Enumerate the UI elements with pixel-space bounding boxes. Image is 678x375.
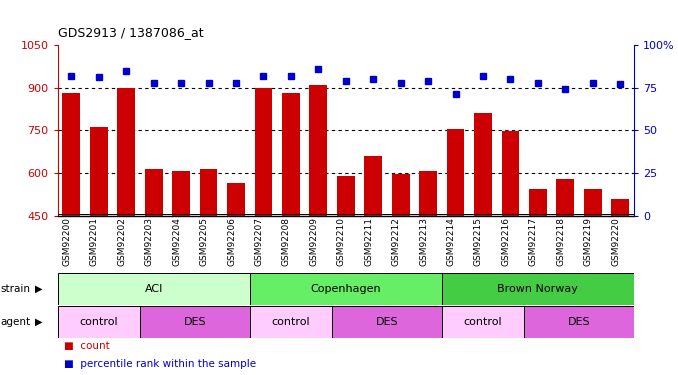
Text: GSM92216: GSM92216 [502,217,511,266]
Text: strain: strain [1,284,31,294]
Text: GSM92200: GSM92200 [62,217,71,266]
Text: GSM92215: GSM92215 [474,217,483,266]
Bar [250,306,332,338]
Text: GSM92203: GSM92203 [144,217,154,266]
Bar [140,306,250,338]
Bar [282,93,300,216]
Bar [612,199,629,216]
Text: GSM92207: GSM92207 [254,217,264,266]
Bar [58,273,250,304]
Text: GSM92217: GSM92217 [529,217,538,266]
Text: GSM92212: GSM92212 [392,217,401,266]
Bar [529,189,546,216]
Bar [172,171,190,216]
Bar [337,176,355,216]
Bar [392,174,410,216]
Text: GSM92205: GSM92205 [199,217,209,266]
Text: GSM92204: GSM92204 [172,217,181,266]
Text: control: control [464,316,502,327]
Text: GSM92206: GSM92206 [227,217,236,266]
Text: GSM92219: GSM92219 [584,217,593,266]
Bar [442,306,524,338]
Text: GSM92209: GSM92209 [309,217,319,266]
Text: GSM92220: GSM92220 [611,217,620,266]
Text: GSM92210: GSM92210 [337,217,346,266]
Text: GSM92201: GSM92201 [89,217,99,266]
Bar [332,306,442,338]
Bar [62,93,80,216]
Bar [309,85,327,216]
Bar [474,112,492,216]
Bar [447,129,464,216]
Bar [419,171,437,216]
Bar [145,169,163,216]
Text: ■  count: ■ count [64,340,110,351]
Text: DES: DES [567,316,591,327]
Bar [584,189,601,216]
Text: GDS2913 / 1387086_at: GDS2913 / 1387086_at [58,26,203,39]
Text: GSM92211: GSM92211 [364,217,373,266]
Bar [254,88,273,216]
Text: agent: agent [1,316,31,327]
Bar [557,178,574,216]
Text: GSM92218: GSM92218 [557,217,565,266]
Bar [524,306,634,338]
Text: ▶: ▶ [35,316,43,327]
Bar [199,169,218,216]
Text: control: control [79,316,118,327]
Text: GSM92213: GSM92213 [419,217,428,266]
Text: GSM92202: GSM92202 [117,217,126,266]
Text: DES: DES [376,316,398,327]
Text: DES: DES [184,316,206,327]
Bar [90,127,108,216]
Text: Copenhagen: Copenhagen [311,284,381,294]
Bar [117,88,135,216]
Text: ▶: ▶ [35,284,43,294]
Text: GSM92214: GSM92214 [447,217,456,266]
Bar [502,131,519,216]
Text: ■  percentile rank within the sample: ■ percentile rank within the sample [64,359,256,369]
Text: ACI: ACI [144,284,163,294]
Text: Brown Norway: Brown Norway [498,284,578,294]
Bar [250,273,442,304]
Text: GSM92208: GSM92208 [282,217,291,266]
Bar [227,183,245,216]
Bar [58,306,140,338]
Text: control: control [272,316,311,327]
Bar [364,156,382,216]
Bar [442,273,634,304]
